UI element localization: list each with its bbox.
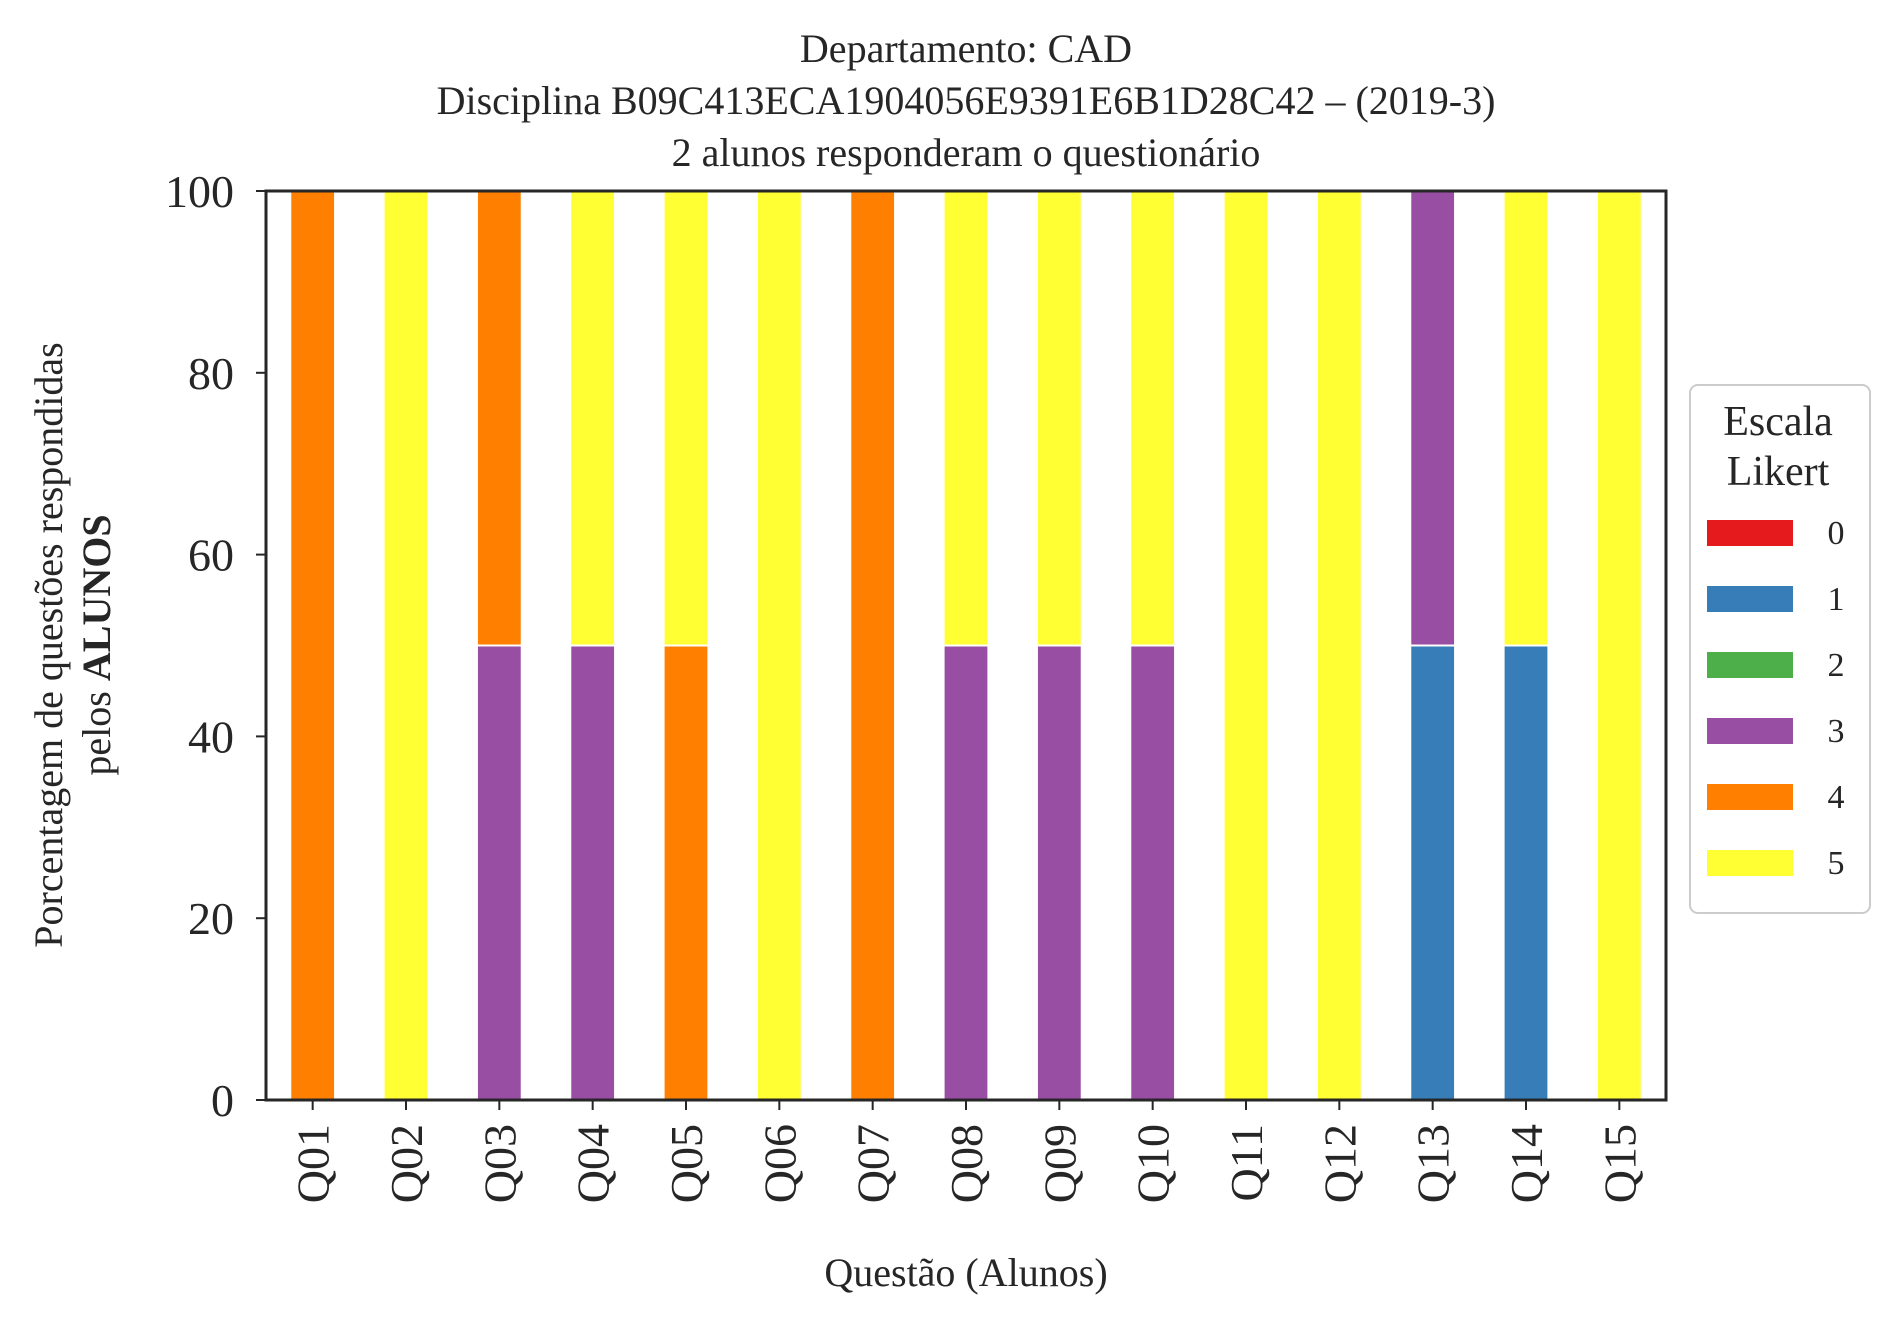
legend-swatch-4 [1707,784,1793,810]
bar-q09-likert-3 [1035,644,1083,1101]
y-tick-label-80: 80 [188,348,234,399]
legend-swatch-1 [1707,586,1793,612]
legend-box [1689,384,1871,914]
chart-title: Departamento: CAD Disciplina B09C413ECA1… [437,26,1496,175]
bar-q05-likert-5 [662,190,710,647]
x-tick-label-q03: Q03 [474,1124,525,1203]
bars-layer [289,190,1643,1101]
x-tick-label-q02: Q02 [381,1124,432,1203]
bar-q14-likert-1 [1502,644,1550,1101]
bar-q05-likert-4 [662,644,710,1101]
title-line-2: Disciplina B09C413ECA1904056E9391E6B1D28… [437,78,1496,123]
legend-entries: 0 1 2 3 4 5 [1707,515,1845,882]
bar-q15-likert-5 [1595,190,1643,1101]
title-line-1: Departamento: CAD [800,26,1132,71]
x-tick-label-q13: Q13 [1408,1124,1459,1203]
y-tick-label-20: 20 [188,893,234,944]
y-tick-label-60: 60 [188,530,234,581]
legend-label-4: 4 [1828,779,1845,816]
legend-label-1: 1 [1828,581,1845,618]
bar-q04-likert-5 [569,190,617,647]
y-axis-label-prefix: pelos [74,681,119,775]
bar-q04-likert-3 [569,644,617,1101]
x-tick-label-q12: Q12 [1314,1124,1365,1203]
bar-q13-likert-3 [1409,190,1457,647]
y-tick-label-100: 100 [165,166,234,217]
x-tick-label-q15: Q15 [1594,1124,1645,1203]
x-tick-label-q08: Q08 [941,1124,992,1203]
title-line-3: 2 alunos responderam o questionário [672,130,1261,175]
x-tick-label-q01: Q01 [288,1124,339,1203]
legend-swatch-5 [1707,850,1793,876]
bar-q03-likert-3 [475,644,523,1101]
bar-q14-likert-5 [1502,190,1550,647]
y-axis-label-line-1: Porcentagem de questões respondidas [26,342,71,947]
legend-title-line-1: Escala [1723,399,1833,445]
y-axis-label-line-2: pelos ALUNOS [74,514,119,775]
bar-q10-likert-3 [1129,644,1177,1101]
bar-q02-likert-5 [382,190,430,1101]
bar-q12-likert-5 [1315,190,1363,1101]
bar-q06-likert-5 [755,190,803,1101]
y-axis-label-bold: ALUNOS [74,514,119,681]
bar-q11-likert-5 [1222,190,1270,1101]
legend-label-5: 5 [1828,845,1845,882]
bar-q07-likert-4 [849,190,897,1101]
bar-q13-likert-1 [1409,644,1457,1101]
x-tick-label-q04: Q04 [568,1124,619,1203]
bar-q09-likert-5 [1035,190,1083,647]
legend-swatch-2 [1707,652,1793,678]
bar-q08-likert-5 [942,190,990,647]
x-tick-label-q06: Q06 [754,1124,805,1203]
bar-q10-likert-5 [1129,190,1177,647]
x-tick-label-q09: Q09 [1034,1124,1085,1203]
x-axis-label: Questão (Alunos) [824,1250,1107,1295]
x-axis-ticks: Q01 Q02 Q03 Q04 Q05 Q06 Q07 Q08 Q09 Q10 Q11 Q12 Q13 Q… [288,1100,1645,1203]
legend-label-2: 2 [1828,647,1845,684]
legend-swatch-3 [1707,718,1793,744]
x-tick-label-q11: Q11 [1221,1124,1272,1202]
y-tick-label-0: 0 [211,1075,234,1126]
x-tick-label-q07: Q07 [848,1124,899,1203]
legend: Escala Likert 0 1 2 3 4 5 [1689,384,1871,914]
y-axis-ticks: 0 20 40 60 80 100 [165,166,266,1126]
bar-q01-likert-4 [289,190,337,1101]
legend-label-0: 0 [1828,515,1845,552]
bar-q08-likert-3 [942,644,990,1101]
y-axis-label: Porcentagem de questões respondidas pelo… [26,342,119,947]
x-tick-label-q10: Q10 [1128,1124,1179,1203]
x-tick-label-q05: Q05 [661,1124,712,1203]
legend-swatch-0 [1707,520,1793,546]
x-tick-label-q14: Q14 [1501,1124,1552,1203]
y-tick-label-40: 40 [188,711,234,762]
plot-frame [264,189,1668,1102]
bar-q03-likert-4 [475,190,523,647]
legend-title-line-2: Likert [1727,449,1830,495]
legend-label-3: 3 [1828,713,1845,750]
